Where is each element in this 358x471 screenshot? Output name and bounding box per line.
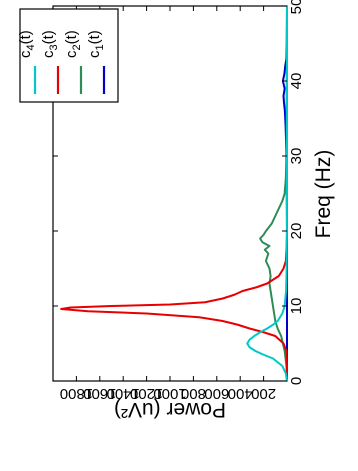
y-tick-label-6: 1400 (107, 385, 140, 402)
series-line-2 (259, 5, 288, 382)
y-tick-label-4: 1000 (153, 385, 186, 402)
series-line-3 (60, 6, 288, 381)
rotated-plot-group: 0 10 20 30 40 50 20040060080010001200140016001… (17, 0, 335, 421)
tick-label-layer: 0 10 20 30 40 50 20040060080010001200140016001… (60, 0, 305, 402)
y-tick-label-3: 800 (181, 385, 206, 402)
y-tick-label-0: 200 (251, 385, 276, 402)
x-tick-label-5: 50 (288, 0, 305, 14)
y-tick-label-1: 400 (228, 385, 253, 402)
legend-box (19, 8, 119, 103)
x-tick-label-1: 10 (288, 298, 305, 315)
y-tick-label-5: 1200 (130, 385, 163, 402)
y-tick-label-7: 1600 (83, 385, 116, 402)
x-axis-label: Freq (Hz) (312, 150, 335, 239)
series-layer (60, 5, 288, 382)
legend-label-2: c2(t) (63, 30, 83, 58)
legend: c1(t)c2(t)c3(t)c4(t) (17, 8, 119, 103)
series-line-4 (246, 6, 288, 382)
x-tick-label-0: 0 (288, 377, 305, 385)
legend-label-4: c4(t) (17, 30, 37, 58)
y-tick-label-8: 1800 (60, 385, 93, 402)
y-tick-label-2: 600 (204, 385, 229, 402)
x-tick-label-3: 30 (288, 148, 305, 165)
legend-label-1: c1(t) (86, 30, 106, 58)
legend-label-3: c3(t) (40, 30, 60, 58)
x-tick-label-4: 40 (288, 73, 305, 90)
x-tick-label-2: 20 (288, 223, 305, 240)
y-axis-label: Power (uV²) (114, 398, 226, 421)
